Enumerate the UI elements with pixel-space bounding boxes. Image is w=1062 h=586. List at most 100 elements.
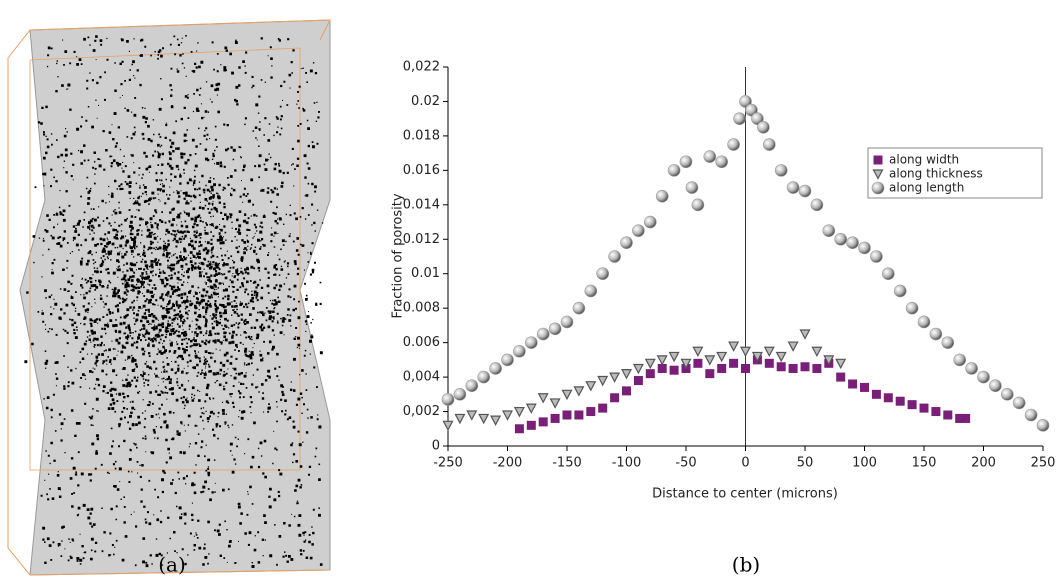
point (620, 236, 633, 250)
point (657, 363, 667, 373)
point (693, 358, 703, 368)
point (513, 406, 525, 418)
point (692, 346, 704, 358)
x-tick-label: -250 (433, 456, 463, 471)
point (989, 379, 1002, 393)
point (965, 362, 978, 375)
point (715, 155, 729, 169)
point (812, 363, 822, 373)
y-tick-label: 0.02 (411, 94, 440, 109)
point (1000, 388, 1014, 401)
point (574, 410, 584, 420)
point (685, 181, 699, 194)
point (811, 346, 823, 358)
point (977, 370, 990, 384)
point (762, 138, 776, 151)
point (716, 351, 728, 363)
y-tick-label: 0.016 (403, 163, 440, 178)
point (705, 369, 715, 379)
point (1024, 408, 1038, 422)
legend-marker (871, 181, 885, 195)
legend-label: along width (889, 153, 959, 167)
point (667, 164, 681, 177)
point (739, 95, 752, 108)
y-tick-label: 0.006 (403, 335, 440, 350)
point (728, 341, 740, 352)
point (632, 363, 644, 375)
point (537, 393, 549, 404)
point (788, 363, 798, 373)
point (680, 358, 692, 370)
point (961, 413, 971, 423)
point (943, 410, 953, 420)
point (905, 301, 919, 315)
point (799, 329, 811, 340)
point (442, 420, 454, 432)
point (763, 346, 775, 358)
point (929, 327, 943, 341)
y-tick-label: 0,022 (403, 60, 440, 75)
point (717, 363, 727, 373)
point (656, 355, 668, 366)
point (810, 198, 824, 212)
point (846, 236, 859, 250)
point (585, 381, 597, 392)
point (679, 155, 693, 169)
point (562, 410, 572, 420)
legend-box (867, 147, 1043, 199)
bbox-edge (7, 58, 331, 576)
y-tick-label: 0.018 (403, 128, 440, 143)
x-axis-label: Distance to center (microns) (652, 487, 838, 502)
point (774, 164, 788, 177)
point (454, 413, 466, 425)
point (860, 382, 869, 392)
point (466, 410, 478, 421)
x-tick-label: 100 (852, 456, 877, 471)
point (514, 424, 524, 434)
point (764, 358, 774, 368)
y-tick-label: 0.014 (403, 197, 440, 212)
point (893, 284, 907, 298)
point (465, 379, 479, 393)
point (489, 362, 502, 375)
point (608, 250, 621, 263)
point (538, 417, 548, 427)
y-tick-label: 0,004 (403, 370, 440, 385)
point (584, 284, 598, 298)
point (740, 346, 751, 358)
point (655, 189, 669, 203)
point (597, 375, 609, 387)
point (573, 386, 585, 397)
point (741, 363, 750, 373)
point (632, 224, 645, 237)
point (633, 376, 643, 386)
point (941, 336, 955, 349)
point (609, 372, 621, 383)
point (643, 215, 657, 229)
point (919, 403, 929, 413)
point (917, 315, 931, 329)
point (1036, 419, 1050, 432)
point (441, 393, 455, 406)
point (525, 403, 537, 414)
point (834, 232, 848, 246)
point (729, 358, 739, 368)
point (798, 184, 812, 198)
y-tick-label: 0.01 (411, 266, 440, 281)
y-tick-label: 0 (432, 439, 440, 454)
point (1012, 396, 1026, 410)
point (550, 413, 560, 423)
point (883, 393, 893, 403)
point (835, 358, 847, 370)
point (524, 336, 538, 349)
point (668, 351, 680, 363)
point (745, 103, 758, 117)
point (610, 393, 620, 403)
point (477, 370, 491, 384)
x-tick-label: 200 (971, 456, 996, 471)
y-axis-label: Fraction of porosity (391, 193, 406, 318)
point (871, 389, 881, 399)
legend-label: along thickness (889, 167, 983, 181)
point (644, 358, 656, 370)
